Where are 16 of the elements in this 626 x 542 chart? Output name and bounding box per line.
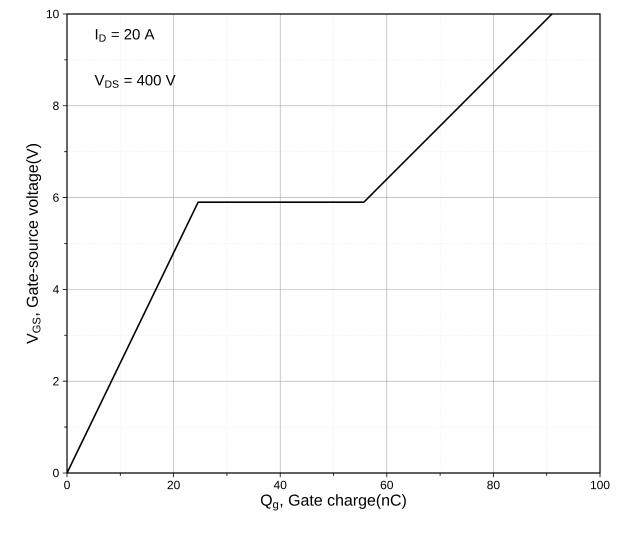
y-tick-label: 4 — [52, 285, 59, 294]
y-tick-label: 8 — [53, 102, 59, 110]
x-tick-label: 0 — [64, 480, 70, 490]
x-tick-label: 60 — [380, 480, 393, 490]
y-tick-label: 0 — [53, 468, 59, 478]
x-tick-label: 80 — [487, 480, 500, 490]
x-tick-label: 100 — [590, 480, 610, 490]
annotation: I$_{D}$ = 20 A — [96, 28, 154, 42]
x-axis-title: Q$_{g}$, Gate charge(nC) — [260, 494, 406, 511]
y-tick-label: 2 — [53, 377, 59, 386]
y-axis-title: V$_{GS}$, Gate-source voltage(V) — [26, 144, 42, 344]
x-tick-label: 40 — [274, 480, 286, 490]
x-tick-label: 20 — [168, 480, 180, 490]
y-tick-label: 10 — [46, 10, 59, 18]
y-tick-label: 6 — [53, 193, 59, 202]
annotation: V$_{DS}$ = 400 V — [94, 74, 176, 88]
